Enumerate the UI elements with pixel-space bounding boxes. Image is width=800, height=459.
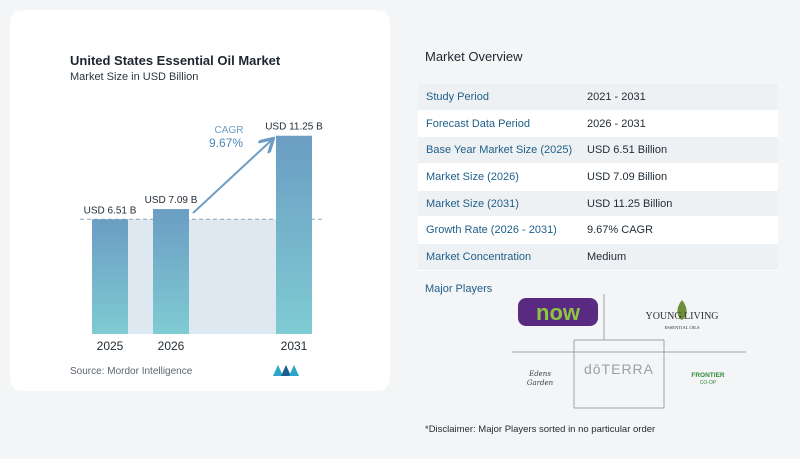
svg-text:CO-OP: CO-OP <box>700 380 717 386</box>
bar <box>276 135 312 334</box>
overview-label: Market Concentration <box>426 250 532 263</box>
bar-chart: USD 6.51 B 2025 USD 7.09 B 2026 USD 11.25 B 2… <box>80 122 323 353</box>
bar-value-label: USD 6.51 B <box>84 205 137 216</box>
cagr-value: 9.67% <box>209 136 243 150</box>
overview-value: USD 11.25 Billion <box>587 197 673 210</box>
source-text: Source: Mordor Intelligence <box>70 366 193 377</box>
chart-title: United States Essential Oil Market <box>70 53 281 68</box>
market-overview-panel: Market Overview Study Period 2021 - 2031… <box>400 0 800 459</box>
svg-text:Edens: Edens <box>528 370 551 378</box>
category-label: 2025 <box>97 339 124 353</box>
young-living-logo: YOUNG LIVING ESSENTIAL OILS <box>645 300 719 330</box>
svg-text:dōTERRA: dōTERRA <box>584 361 654 377</box>
svg-text:Garden: Garden <box>527 379 554 387</box>
disclaimer: *Disclaimer: Major Players sorted in no … <box>425 424 656 435</box>
overview-label: Market Size (2026) <box>426 170 519 183</box>
doterra-logo: dōTERRA <box>584 361 654 377</box>
overview-title: Market Overview <box>425 49 523 64</box>
overview-table: Study Period 2021 - 2031 Forecast Data P… <box>418 84 778 271</box>
overview-row: Growth Rate (2026 - 2031) 9.67% CAGR <box>418 217 778 245</box>
overview-row: Base Year Market Size (2025) USD 6.51 Bi… <box>418 137 778 165</box>
major-players-label: Major Players <box>425 283 493 295</box>
bar-value-label: USD 11.25 B <box>265 122 323 133</box>
major-players-logos: now YOUNG LIVING ESSENTIAL OILS Edens Ga… <box>512 294 746 409</box>
overview-label: Market Size (2031) <box>426 197 519 210</box>
overview-value: Medium <box>587 250 627 263</box>
overview-row: Study Period 2021 - 2031 <box>418 84 778 111</box>
svg-text:now: now <box>536 300 581 325</box>
frontier-logo: FRONTIER CO-OP <box>691 372 725 386</box>
overview-row: Market Size (2031) USD 11.25 Billion <box>418 190 778 218</box>
category-label: 2026 <box>158 339 185 353</box>
overview-label: Growth Rate (2026 - 2031) <box>426 224 557 237</box>
now-foods-logo: now <box>518 298 598 326</box>
overview-value: 2021 - 2031 <box>587 90 646 103</box>
mordor-logo-icon <box>273 365 299 376</box>
chart-subtitle: Market Size in USD Billion <box>70 71 199 83</box>
svg-text:FRONTIER: FRONTIER <box>691 372 725 379</box>
overview-row: Market Concentration Medium <box>418 244 778 271</box>
overview-value: 9.67% CAGR <box>587 224 654 237</box>
cagr-label: CAGR <box>215 125 244 136</box>
bar <box>92 219 128 334</box>
overview-label: Forecast Data Period <box>426 117 530 130</box>
cagr-arrow <box>192 140 272 214</box>
overview-label: Study Period <box>426 90 489 103</box>
overview-row: Forecast Data Period 2026 - 2031 <box>418 110 778 138</box>
svg-text:YOUNG LIVING: YOUNG LIVING <box>645 311 718 322</box>
edens-garden-logo: Edens Garden <box>527 370 554 387</box>
bar-value-label: USD 7.09 B <box>145 195 198 206</box>
overview-row: Market Size (2026) USD 7.09 Billion <box>418 164 778 191</box>
category-label: 2031 <box>281 339 308 353</box>
svg-text:ESSENTIAL OILS: ESSENTIAL OILS <box>665 325 700 330</box>
overview-label: Base Year Market Size (2025) <box>426 144 573 157</box>
bar <box>153 209 189 334</box>
overview-value: USD 7.09 Billion <box>587 170 668 183</box>
overview-value: USD 6.51 Billion <box>587 144 668 157</box>
overview-value: 2026 - 2031 <box>587 117 646 130</box>
